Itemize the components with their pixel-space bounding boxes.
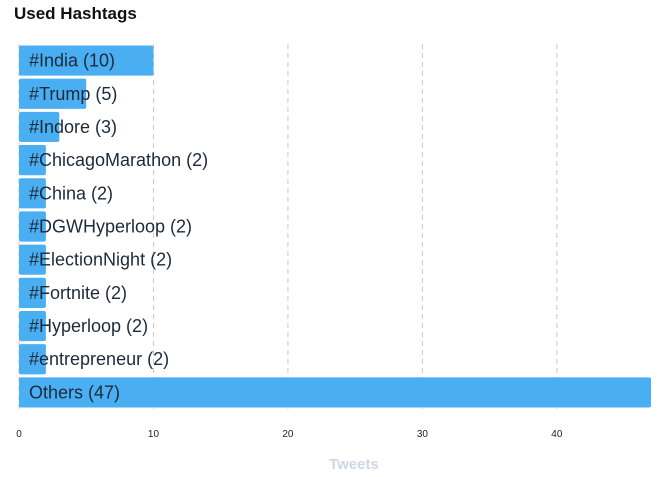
bar[interactable]	[19, 211, 46, 242]
bar[interactable]	[19, 344, 46, 375]
bar[interactable]	[19, 45, 154, 76]
x-axis-title: Tweets	[329, 456, 379, 473]
bar-label: #China (2)	[29, 183, 113, 203]
x-tick-label: 30	[417, 429, 429, 440]
x-tick-label: 10	[148, 429, 160, 440]
bars	[19, 45, 651, 408]
bar-label: #Hyperloop (2)	[29, 316, 148, 336]
bar[interactable]	[19, 145, 46, 176]
bar-label: #Fortnite (2)	[29, 283, 127, 303]
bar[interactable]	[19, 178, 46, 209]
x-tick-label: 0	[16, 429, 22, 440]
bar[interactable]	[19, 78, 87, 109]
bar-label: #India (10)	[29, 51, 115, 71]
bar-label: #entrepreneur (2)	[29, 349, 169, 369]
bar[interactable]	[19, 377, 651, 408]
x-axis-ticks: 0 10 20 30 40	[16, 429, 563, 440]
bar-label: #Trump (5)	[29, 84, 117, 104]
bar[interactable]	[19, 244, 46, 275]
bar-labels: #India (10) #Trump (5) #Indore (3) #Chicago…	[29, 51, 208, 403]
bar-label: #ElectionNight (2)	[29, 250, 172, 270]
x-tick-label: 20	[282, 429, 294, 440]
bar-label: Others (47)	[29, 382, 120, 402]
bar-label: #DGWHyperloop (2)	[29, 217, 192, 237]
bar[interactable]	[19, 310, 46, 342]
bar[interactable]	[19, 111, 60, 143]
chart-title: Used Hashtags	[14, 4, 137, 23]
bar-label: #ChicagoMarathon (2)	[29, 150, 208, 170]
bar[interactable]	[19, 277, 46, 308]
x-tick-label: 40	[551, 429, 563, 440]
bar-label: #Indore (3)	[29, 117, 117, 137]
